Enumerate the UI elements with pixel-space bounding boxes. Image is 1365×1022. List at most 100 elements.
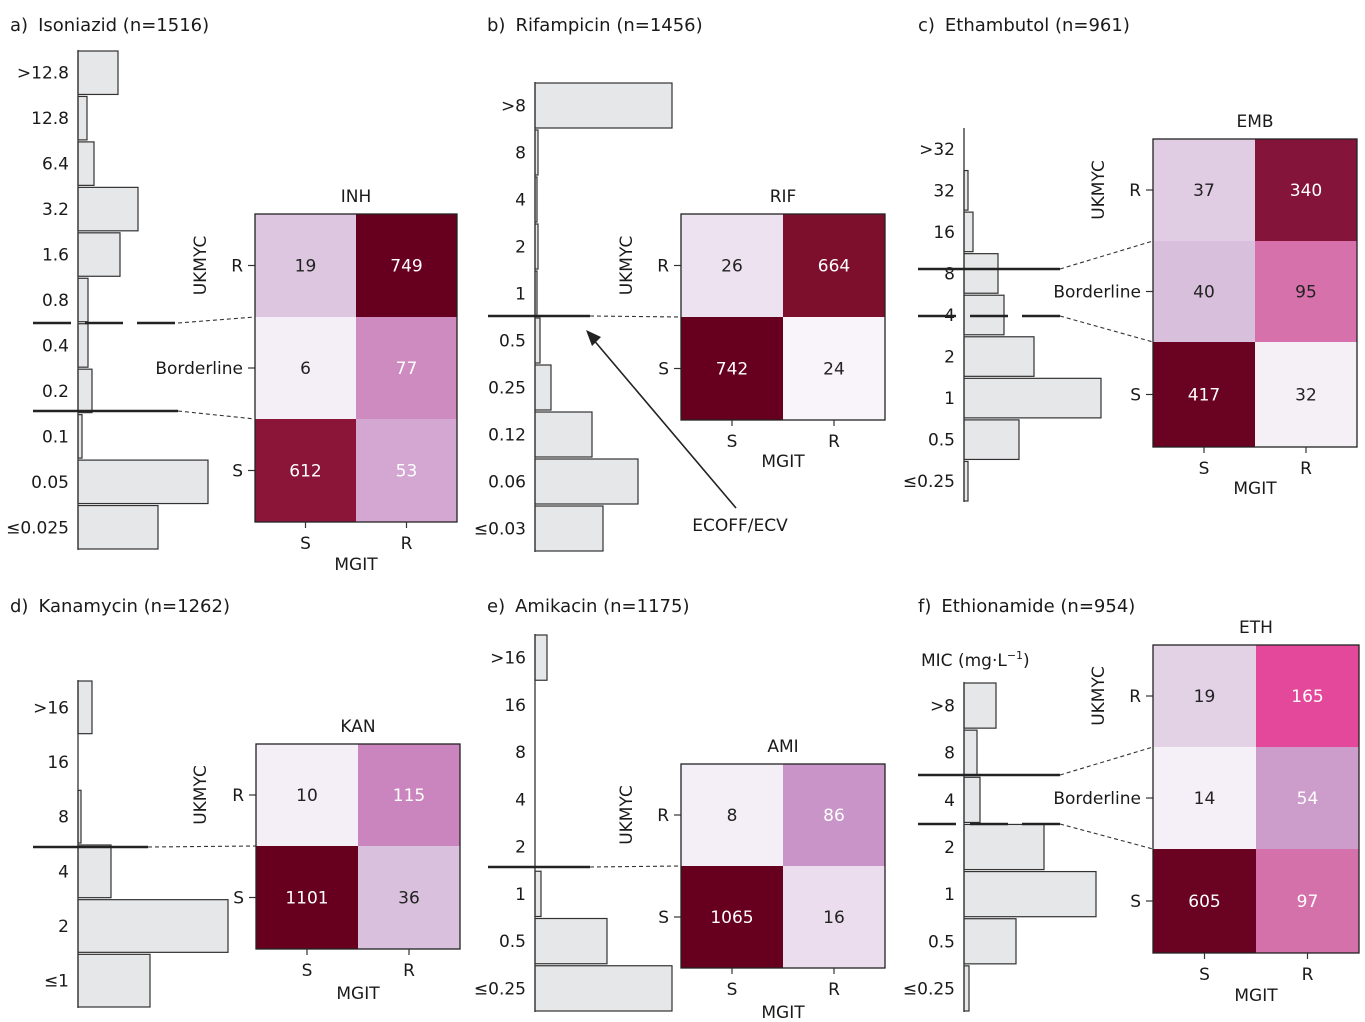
contingency-matrix: 10 115 R 1101 36 S S R KAN MGIT UKMYC	[191, 717, 461, 1004]
panel-drug-title: Ethionamide (n=954)	[941, 596, 1135, 617]
matrix-cell-s-s	[1153, 849, 1256, 953]
panel-title: d) Kanamycin (n=1262)	[10, 596, 230, 617]
histogram-bar-8	[963, 253, 999, 294]
histogram-tick-label: 16	[933, 223, 955, 243]
matrix-cell-borderline-r	[356, 317, 457, 419]
histogram-bar-0-5	[534, 317, 541, 364]
matrix-cell-r-s	[681, 214, 783, 317]
matrix-cell-r-r	[1256, 645, 1359, 747]
histogram-bar-3-2	[77, 186, 139, 232]
matrix-col-label-r: R	[828, 432, 840, 452]
histogram-tick-label: 1	[515, 285, 526, 305]
panel-title: e) Amikacin (n=1175)	[487, 596, 689, 617]
histogram-bar-1	[534, 870, 542, 918]
mic-histogram: >8 8 4 2 1 0.5 0.25 0.12 0.06 ≤0.03	[474, 82, 673, 552]
matrix-col-label-r: R	[1300, 459, 1312, 479]
histogram-tick-label: 8	[515, 743, 526, 763]
matrix-cell-value: 340	[1290, 181, 1322, 201]
ecoff-arrow-head	[586, 330, 601, 346]
ecoff-connector	[589, 865, 682, 868]
panel-label: a)	[10, 15, 28, 36]
matrix-cell-s-s	[681, 317, 783, 420]
matrix-cell-r-r	[783, 214, 885, 317]
matrix-row-label-s: S	[1130, 892, 1141, 912]
panel-d: d) Kanamycin (n=1262) >16 16 8 4 2 ≤1 10 115 R 1101…	[10, 596, 461, 1008]
histogram-bar-0-025	[77, 504, 159, 550]
matrix-cell-borderline-r	[1256, 747, 1359, 849]
histogram-tick-label: 0.06	[488, 473, 526, 493]
ecoff-arrow	[591, 337, 737, 509]
matrix-ylabel: UKMYC	[191, 765, 211, 825]
histogram-bar-0-06	[534, 458, 639, 505]
histogram-tick-label: 2	[515, 838, 526, 858]
panel-label: e)	[487, 596, 505, 617]
histogram-bar-16	[534, 634, 548, 681]
matrix-cell-value: 53	[396, 462, 418, 482]
panel-label: d)	[10, 596, 28, 617]
matrix-cell-s-s	[681, 866, 783, 968]
matrix-cell-s-s	[256, 846, 358, 949]
matrix-cell-value: 19	[295, 257, 317, 277]
matrix-cell-borderline-s	[1153, 747, 1256, 849]
mic-histogram: >8 8 4 2 1 0.5 ≤0.25	[903, 682, 1097, 1012]
matrix-cell-value: 742	[716, 360, 748, 380]
matrix-title: INH	[341, 187, 372, 207]
panel-drug-title: Ethambutol (n=961)	[945, 15, 1130, 36]
matrix-cell-r-s	[1153, 139, 1255, 241]
histogram-tick-label: 8	[515, 144, 526, 164]
histogram-bar-0-12	[534, 411, 593, 458]
panel-c: c) Ethambutol (n=961)>32321684210.5≤0.253…	[903, 15, 1358, 502]
histogram-bar-12-8	[77, 95, 88, 141]
histogram-bar-16	[77, 680, 93, 735]
matrix-cell-s-s	[1153, 342, 1255, 447]
histogram-bar-0-5	[963, 419, 1020, 461]
histogram-bar-0-25	[534, 364, 552, 411]
histogram-bar-1	[963, 870, 1097, 918]
figure-extras: ECOFF/ECV MIC (mg·L−1)	[586, 330, 1030, 671]
histogram-bar-12-8	[77, 50, 119, 96]
panels: a) Isoniazid (n=1516) >12.8 12.8 6.4 3.2 1.6 0.…	[6, 15, 1360, 1022]
matrix-col-label-s: S	[1199, 459, 1210, 479]
contingency-matrix: 26 664 R 742 24 S S R RIF MGIT UKMYC	[617, 187, 886, 472]
histogram-bar-2	[963, 823, 1045, 871]
matrix-cell-value: 86	[823, 806, 845, 826]
matrix-cell-value: 8	[727, 806, 738, 826]
matrix-cell-r-s	[255, 214, 356, 317]
matrix-cell-value: 77	[396, 359, 418, 379]
panel-b: b) Rifampicin (n=1456) >8 8 4 2 1 0.5 0.25 0.12 0.…	[474, 15, 886, 552]
ecoff-connector	[1059, 315, 1154, 343]
matrix-cell-value: 40	[1193, 283, 1215, 303]
histogram-tick-label: 0.5	[499, 932, 526, 952]
histogram-tick-label: >16	[33, 698, 69, 718]
matrix-row-label-r: R	[1129, 181, 1141, 201]
matrix-cell-s-r	[1256, 849, 1359, 953]
histogram-tick-label: 2	[58, 917, 69, 937]
matrix-cell-r-r	[356, 214, 457, 317]
matrix-cell-r-s	[256, 744, 358, 846]
matrix-cell-value: 95	[1295, 283, 1317, 303]
panel-label: c)	[918, 15, 935, 36]
matrix-row-label-r: R	[657, 257, 669, 277]
matrix-cell-r-r	[783, 764, 885, 866]
histogram-bar-0-2	[77, 368, 93, 414]
matrix-cell-value: 1101	[285, 889, 328, 909]
ecoff-connector	[147, 845, 257, 848]
ecoff-connector	[1059, 746, 1154, 776]
matrix-cell-borderline-s	[255, 317, 356, 419]
histogram-tick-label: 0.5	[928, 431, 955, 451]
histogram-bar-1	[963, 377, 1102, 419]
histogram-bar-8	[963, 729, 978, 776]
matrix-cell-s-s	[255, 419, 356, 522]
histogram-tick-label: ≤0.03	[474, 520, 526, 540]
matrix-xlabel: MGIT	[1234, 986, 1278, 1006]
histogram-tick-label: 8	[944, 744, 955, 764]
matrix-cell-value: 749	[390, 257, 422, 277]
matrix-cell-r-s	[681, 764, 783, 866]
histogram-bar-8	[534, 82, 673, 129]
matrix-frame	[1152, 644, 1360, 954]
matrix-col-label-r: R	[1302, 965, 1314, 985]
histogram-tick-label: >32	[919, 140, 955, 160]
panel-drug-title: Rifampicin (n=1456)	[515, 15, 702, 36]
ecoff-annotation-label: ECOFF/ECV	[692, 516, 788, 536]
histogram-tick-label: ≤0.25	[903, 472, 955, 492]
